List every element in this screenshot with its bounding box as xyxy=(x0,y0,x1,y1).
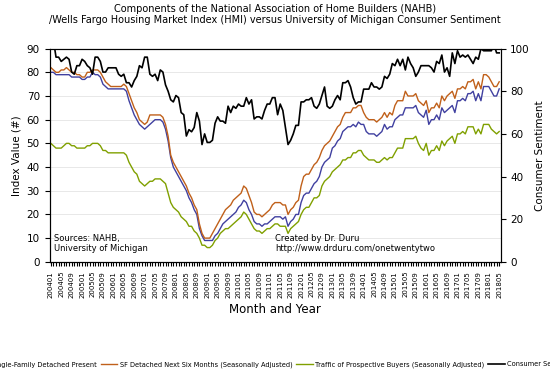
Single-Family Detached Present xyxy=(376,132,383,136)
Traffic of Prospective Buyers (Seasonally Adjusted) xyxy=(480,122,487,127)
Consumer Sentiment xyxy=(394,57,401,62)
Y-axis label: Consumer Sentiment: Consumer Sentiment xyxy=(535,100,546,211)
Traffic of Prospective Buyers (Seasonally Adjusted) xyxy=(267,226,273,231)
Single-Family Detached Present xyxy=(496,87,503,91)
Text: Sources: NAHB,
University of Michigan: Sources: NAHB, University of Michigan xyxy=(54,234,148,254)
Single-Family Detached Present xyxy=(47,70,54,74)
Consumer Sentiment xyxy=(50,38,57,42)
Traffic of Prospective Buyers (Seasonally Adjusted) xyxy=(392,151,398,155)
Traffic of Prospective Buyers (Seasonally Adjusted) xyxy=(295,219,302,224)
Y-axis label: Index Value (#): Index Value (#) xyxy=(11,115,21,196)
SF Detached Next Six Months (Seasonally Adjusted) xyxy=(295,198,302,202)
Consumer Sentiment xyxy=(496,50,503,55)
Consumer Sentiment xyxy=(298,100,304,104)
Single-Family Detached Present xyxy=(295,212,302,217)
Consumer Sentiment xyxy=(378,85,385,89)
Traffic of Prospective Buyers (Seasonally Adjusted) xyxy=(47,141,54,145)
Traffic of Prospective Buyers (Seasonally Adjusted) xyxy=(204,245,211,250)
SF Detached Next Six Months (Seasonally Adjusted) xyxy=(449,89,455,94)
Line: SF Detached Next Six Months (Seasonally Adjusted): SF Detached Next Six Months (Seasonally … xyxy=(51,68,499,238)
SF Detached Next Six Months (Seasonally Adjusted) xyxy=(201,236,208,240)
Traffic of Prospective Buyers (Seasonally Adjusted) xyxy=(449,134,455,138)
SF Detached Next Six Months (Seasonally Adjusted) xyxy=(214,222,221,226)
Text: Created by Dr. Duru
http://www.drduru.com/onetwentytwo: Created by Dr. Duru http://www.drduru.co… xyxy=(275,234,435,254)
Line: Single-Family Detached Present: Single-Family Detached Present xyxy=(51,72,499,240)
SF Detached Next Six Months (Seasonally Adjusted) xyxy=(392,103,398,108)
Traffic of Prospective Buyers (Seasonally Adjusted) xyxy=(376,160,383,165)
Consumer Sentiment xyxy=(199,142,205,147)
Consumer Sentiment xyxy=(452,61,458,66)
SF Detached Next Six Months (Seasonally Adjusted) xyxy=(47,65,54,70)
Single-Family Detached Present xyxy=(214,231,221,236)
SF Detached Next Six Months (Seasonally Adjusted) xyxy=(496,80,503,84)
SF Detached Next Six Months (Seasonally Adjusted) xyxy=(267,208,273,212)
Text: Components of the National Association of Home Builders (NAHB)
/Wells Fargo Hous: Components of the National Association o… xyxy=(49,4,501,25)
X-axis label: Month and Year: Month and Year xyxy=(229,303,321,316)
Single-Family Detached Present xyxy=(392,117,398,122)
Line: Consumer Sentiment: Consumer Sentiment xyxy=(51,40,499,145)
Traffic of Prospective Buyers (Seasonally Adjusted) xyxy=(496,129,503,134)
Line: Traffic of Prospective Buyers (Seasonally Adjusted): Traffic of Prospective Buyers (Seasonall… xyxy=(51,125,499,248)
Single-Family Detached Present xyxy=(201,238,208,243)
Legend: Single-Family Detached Present, SF Detached Next Six Months (Seasonally Adjusted: Single-Family Detached Present, SF Detac… xyxy=(0,359,550,371)
Single-Family Detached Present xyxy=(267,219,273,224)
Consumer Sentiment xyxy=(47,40,54,45)
Consumer Sentiment xyxy=(217,119,223,123)
Consumer Sentiment xyxy=(269,95,276,100)
SF Detached Next Six Months (Seasonally Adjusted) xyxy=(376,117,383,122)
Traffic of Prospective Buyers (Seasonally Adjusted) xyxy=(214,236,221,240)
Single-Family Detached Present xyxy=(449,103,455,108)
